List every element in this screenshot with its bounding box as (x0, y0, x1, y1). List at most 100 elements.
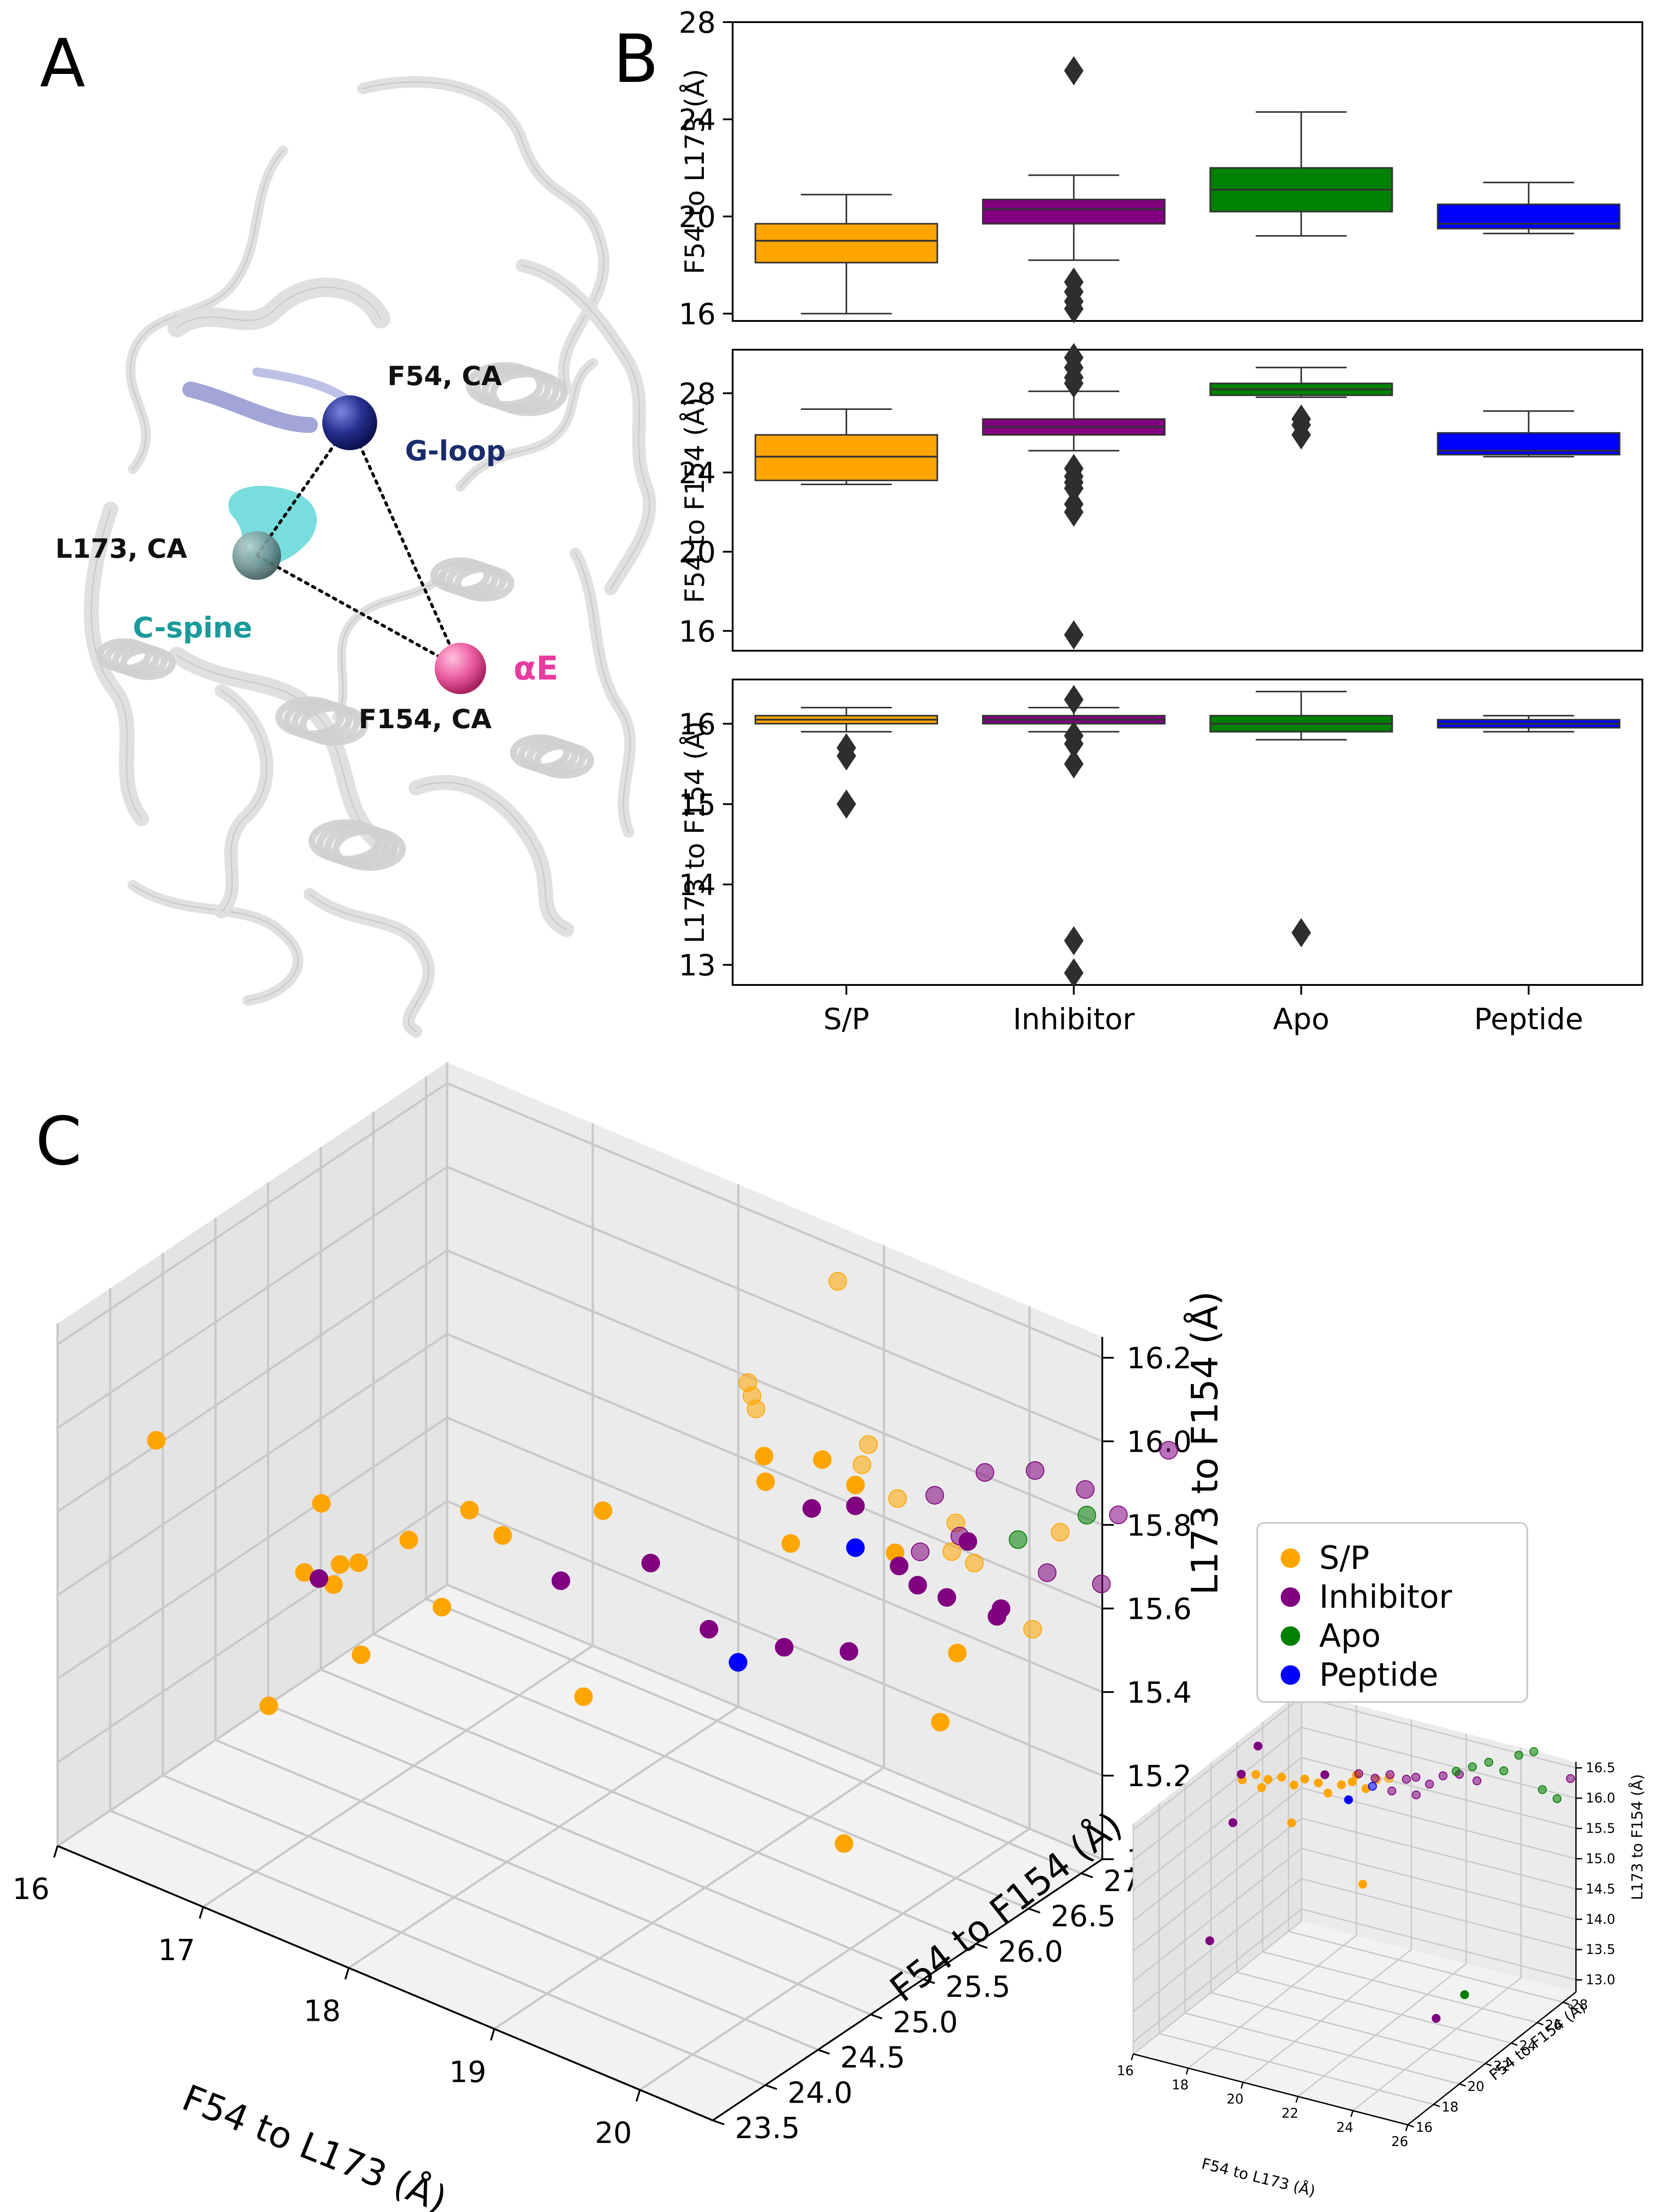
box-iqr (754, 223, 938, 264)
ribbon-edge (575, 552, 631, 833)
floor-pane (58, 1585, 1102, 2120)
scatter-point (746, 1399, 765, 1418)
scatter-point (1263, 1775, 1273, 1784)
scatter-point (834, 1834, 853, 1853)
scatter-point (1337, 1780, 1346, 1789)
helix-coil (299, 704, 368, 746)
z-tick-label: 16.0 (1586, 1791, 1615, 1806)
legend-swatch (1281, 1626, 1300, 1646)
y-tick-label: 24.5 (840, 2041, 905, 2075)
grid-line-z (57, 1332, 1103, 1610)
scatter-point (1538, 1785, 1547, 1794)
z-tick-label: 14.0 (1586, 1912, 1615, 1927)
scatter-point (1237, 1770, 1246, 1779)
grid-line-z (57, 1082, 1103, 1359)
grid-line-z (1133, 1817, 1576, 1952)
scatter-point (1460, 1990, 1469, 2000)
y-tick (1081, 1872, 1093, 1878)
ribbon-segment (516, 259, 656, 595)
x-tick (344, 1967, 350, 1980)
x-tick (490, 2028, 495, 2041)
helix-coil (454, 565, 514, 602)
x-tick-label: 18 (304, 1994, 341, 2028)
legend-label: Peptide (1319, 1656, 1438, 1693)
scatter-point (756, 1472, 775, 1491)
scatter-point (331, 1555, 350, 1574)
scatter-point (433, 1598, 452, 1617)
y-tick-label: 28 (679, 377, 716, 411)
y-tick (1028, 1907, 1041, 1914)
y-tick (1433, 2104, 1440, 2108)
scatter-point (1023, 1620, 1042, 1639)
outlier-marker (1291, 918, 1311, 947)
panel-letter-a: A (40, 25, 85, 102)
y-axis-label: F54 to L173 (Å) (679, 69, 711, 274)
label-l173: L173, CA (55, 533, 187, 564)
scatter-point (1412, 1790, 1421, 1799)
scatter-point (1348, 1777, 1357, 1787)
y-tick (923, 1978, 935, 1984)
box-sp (754, 706, 938, 819)
scatter-point (846, 1475, 865, 1494)
scatter-point (1205, 1936, 1214, 1946)
y-tick-label: 22 (1493, 2059, 1510, 2074)
outlier-marker (1064, 294, 1084, 324)
x-tick (1186, 2068, 1189, 2075)
scatter-point (1514, 1751, 1523, 1760)
g-loop-strand (182, 367, 350, 433)
grid-line-z (1133, 1908, 1576, 2042)
scatter-point (699, 1620, 718, 1639)
scatter-point (312, 1494, 331, 1513)
scatter-point (1076, 1480, 1095, 1499)
grid-line-y (1236, 1742, 1512, 2044)
scatter-point (1386, 1770, 1395, 1780)
helix-coil (120, 646, 176, 680)
y-tick-label: 23.5 (735, 2111, 800, 2145)
scatter-point (802, 1499, 821, 1518)
scatter-point (775, 1638, 794, 1657)
x-tick (1350, 2110, 1354, 2117)
y-axis-line (1407, 1991, 1576, 2126)
x-tick (1295, 2096, 1299, 2103)
helix-coil (490, 370, 568, 416)
y-tick-label: 16 (1416, 2120, 1433, 2135)
z-tick-label: 16.5 (1586, 1760, 1615, 1776)
outlier-marker (1064, 497, 1084, 527)
z-axis-title: L173 to F154 (Å) (1184, 1291, 1226, 1595)
scatter-point (828, 1272, 847, 1291)
distance-line-f54-f154 (348, 421, 462, 670)
y-tick-label: 28 (679, 6, 716, 40)
scatter-point (1038, 1563, 1057, 1582)
scatter-point (1432, 2014, 1441, 2023)
scatter-point (1358, 1880, 1367, 1889)
legend-label: Inhibitor (1319, 1578, 1452, 1615)
scatter-point (1344, 1795, 1353, 1804)
x-tick-label: 26 (1391, 2134, 1408, 2150)
y-tick-label: 25.0 (893, 2005, 958, 2039)
scatter-point (839, 1642, 858, 1661)
box-apo (1209, 367, 1393, 450)
grid-line-y (1288, 1701, 1564, 2003)
label-gloop: G-loop (405, 435, 506, 467)
y-axis-line (712, 1858, 1103, 2121)
ribbon-edge (336, 575, 444, 718)
legend-frame (1256, 1522, 1528, 1703)
y-tick-label: 20 (1467, 2079, 1484, 2095)
scatter-point (908, 1576, 927, 1595)
helix-coil (332, 827, 406, 871)
box-sp (754, 193, 938, 315)
scatter-point (1529, 1747, 1538, 1756)
scatter-point (1468, 1762, 1477, 1772)
ribbon-segment (332, 571, 447, 722)
z-axis-title: L173 to F154 (Å) (1628, 1774, 1646, 1900)
y-tick (1485, 2063, 1492, 2066)
ribbon-segment (167, 278, 390, 337)
g-loop-strand-path (252, 367, 350, 403)
x-axis-line (57, 1845, 713, 2121)
y-tick-label: 26.5 (1051, 1899, 1116, 1934)
ribbon-edge (220, 690, 267, 913)
ribbon-edge (362, 81, 605, 390)
panel-c-inset-scatter3d: 16 18 20 22 24 26 16 18 20 22 24 26 28 13.0 13.5 14.0 14… (1117, 1691, 1646, 2200)
ribbon-edge (521, 265, 650, 590)
